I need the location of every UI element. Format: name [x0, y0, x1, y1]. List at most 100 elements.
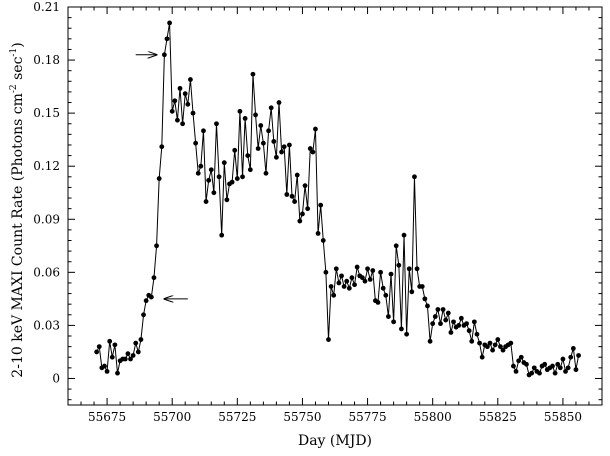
data-point — [354, 264, 360, 270]
data-point — [190, 110, 196, 116]
data-point — [240, 174, 245, 180]
y-tick-label: 0.18 — [33, 53, 60, 67]
data-point — [531, 365, 537, 371]
data-point — [378, 269, 383, 275]
x-axis-tick-labels: 55675 55700 55725 55750 55775 55800 55825 55850 — [88, 410, 582, 424]
y-tick-label: 0.15 — [33, 106, 60, 120]
data-point — [185, 101, 191, 107]
data-point — [563, 368, 568, 374]
data-point — [383, 292, 389, 298]
data-point — [292, 199, 298, 204]
data-point — [352, 282, 357, 288]
data-point — [474, 331, 480, 337]
data-point — [297, 218, 303, 224]
data-point — [344, 278, 350, 284]
data-point — [555, 361, 561, 367]
data-point — [427, 338, 433, 344]
data-point — [305, 206, 311, 212]
data-point — [362, 278, 368, 284]
data-point — [451, 319, 456, 325]
data-point — [266, 128, 271, 134]
data-point — [271, 139, 277, 144]
data-point — [193, 140, 199, 146]
data-point — [336, 280, 342, 286]
data-point — [349, 275, 355, 281]
data-point — [479, 354, 485, 360]
data-point — [208, 167, 214, 173]
data-point — [524, 361, 529, 367]
data-point — [287, 142, 292, 148]
data-point — [388, 271, 394, 277]
data-point — [443, 317, 449, 323]
data-point — [109, 354, 115, 360]
x-axis-ticks — [67, 7, 603, 405]
data-point — [490, 347, 495, 353]
data-point — [458, 315, 464, 321]
data-point — [320, 238, 326, 243]
data-point — [386, 314, 391, 319]
data-point — [250, 71, 256, 77]
data-point — [529, 370, 535, 376]
data-point — [128, 356, 133, 362]
data-point — [276, 100, 282, 105]
data-point — [425, 303, 430, 309]
data-point — [289, 193, 295, 199]
data-point — [466, 328, 472, 334]
count-rate-points — [94, 20, 581, 378]
data-point — [201, 128, 206, 134]
data-point — [346, 285, 352, 291]
data-point — [328, 284, 334, 289]
data-point — [570, 346, 576, 351]
data-point — [404, 331, 410, 337]
data-point — [115, 370, 120, 376]
data-point — [154, 243, 159, 249]
data-point — [130, 353, 136, 358]
data-point — [419, 284, 425, 289]
y-axis-title: 2-10 keV MAXI Count Rate (Photons cm-2 s… — [9, 42, 26, 377]
data-point — [406, 266, 412, 272]
data-point — [167, 20, 172, 26]
data-point — [471, 319, 477, 325]
y-tick-label: 0 — [52, 371, 60, 385]
data-point — [284, 192, 290, 197]
count-rate-line — [96, 22, 580, 376]
data-point — [401, 232, 407, 238]
data-point — [432, 314, 438, 319]
data-point — [122, 356, 128, 362]
data-point — [484, 344, 490, 350]
data-point — [365, 266, 370, 272]
data-point — [370, 268, 376, 273]
data-point — [518, 354, 524, 360]
data-point — [326, 337, 331, 342]
data-point — [565, 365, 571, 371]
data-point — [96, 344, 102, 350]
data-point — [263, 170, 269, 176]
data-point — [245, 153, 251, 158]
data-point — [177, 85, 183, 91]
data-point — [393, 243, 399, 249]
x-tick-label: 55850 — [544, 410, 582, 424]
data-point — [318, 202, 324, 208]
data-point — [380, 285, 386, 291]
data-point — [333, 266, 339, 272]
data-point — [294, 172, 300, 178]
data-point — [438, 321, 443, 327]
x-tick-label: 55675 — [88, 410, 126, 424]
data-point — [511, 363, 516, 369]
data-point — [188, 77, 193, 82]
data-point — [537, 370, 542, 376]
y-tick-label: 0.06 — [33, 265, 60, 279]
data-point — [487, 340, 493, 346]
data-point — [237, 108, 243, 114]
data-point — [135, 349, 141, 355]
data-point — [169, 108, 175, 114]
data-point — [492, 342, 498, 348]
data-point — [143, 298, 149, 304]
data-point — [273, 154, 279, 160]
data-point — [307, 146, 313, 151]
data-point — [323, 269, 329, 275]
data-point — [151, 275, 157, 281]
data-point — [159, 144, 165, 150]
data-point — [182, 91, 188, 97]
